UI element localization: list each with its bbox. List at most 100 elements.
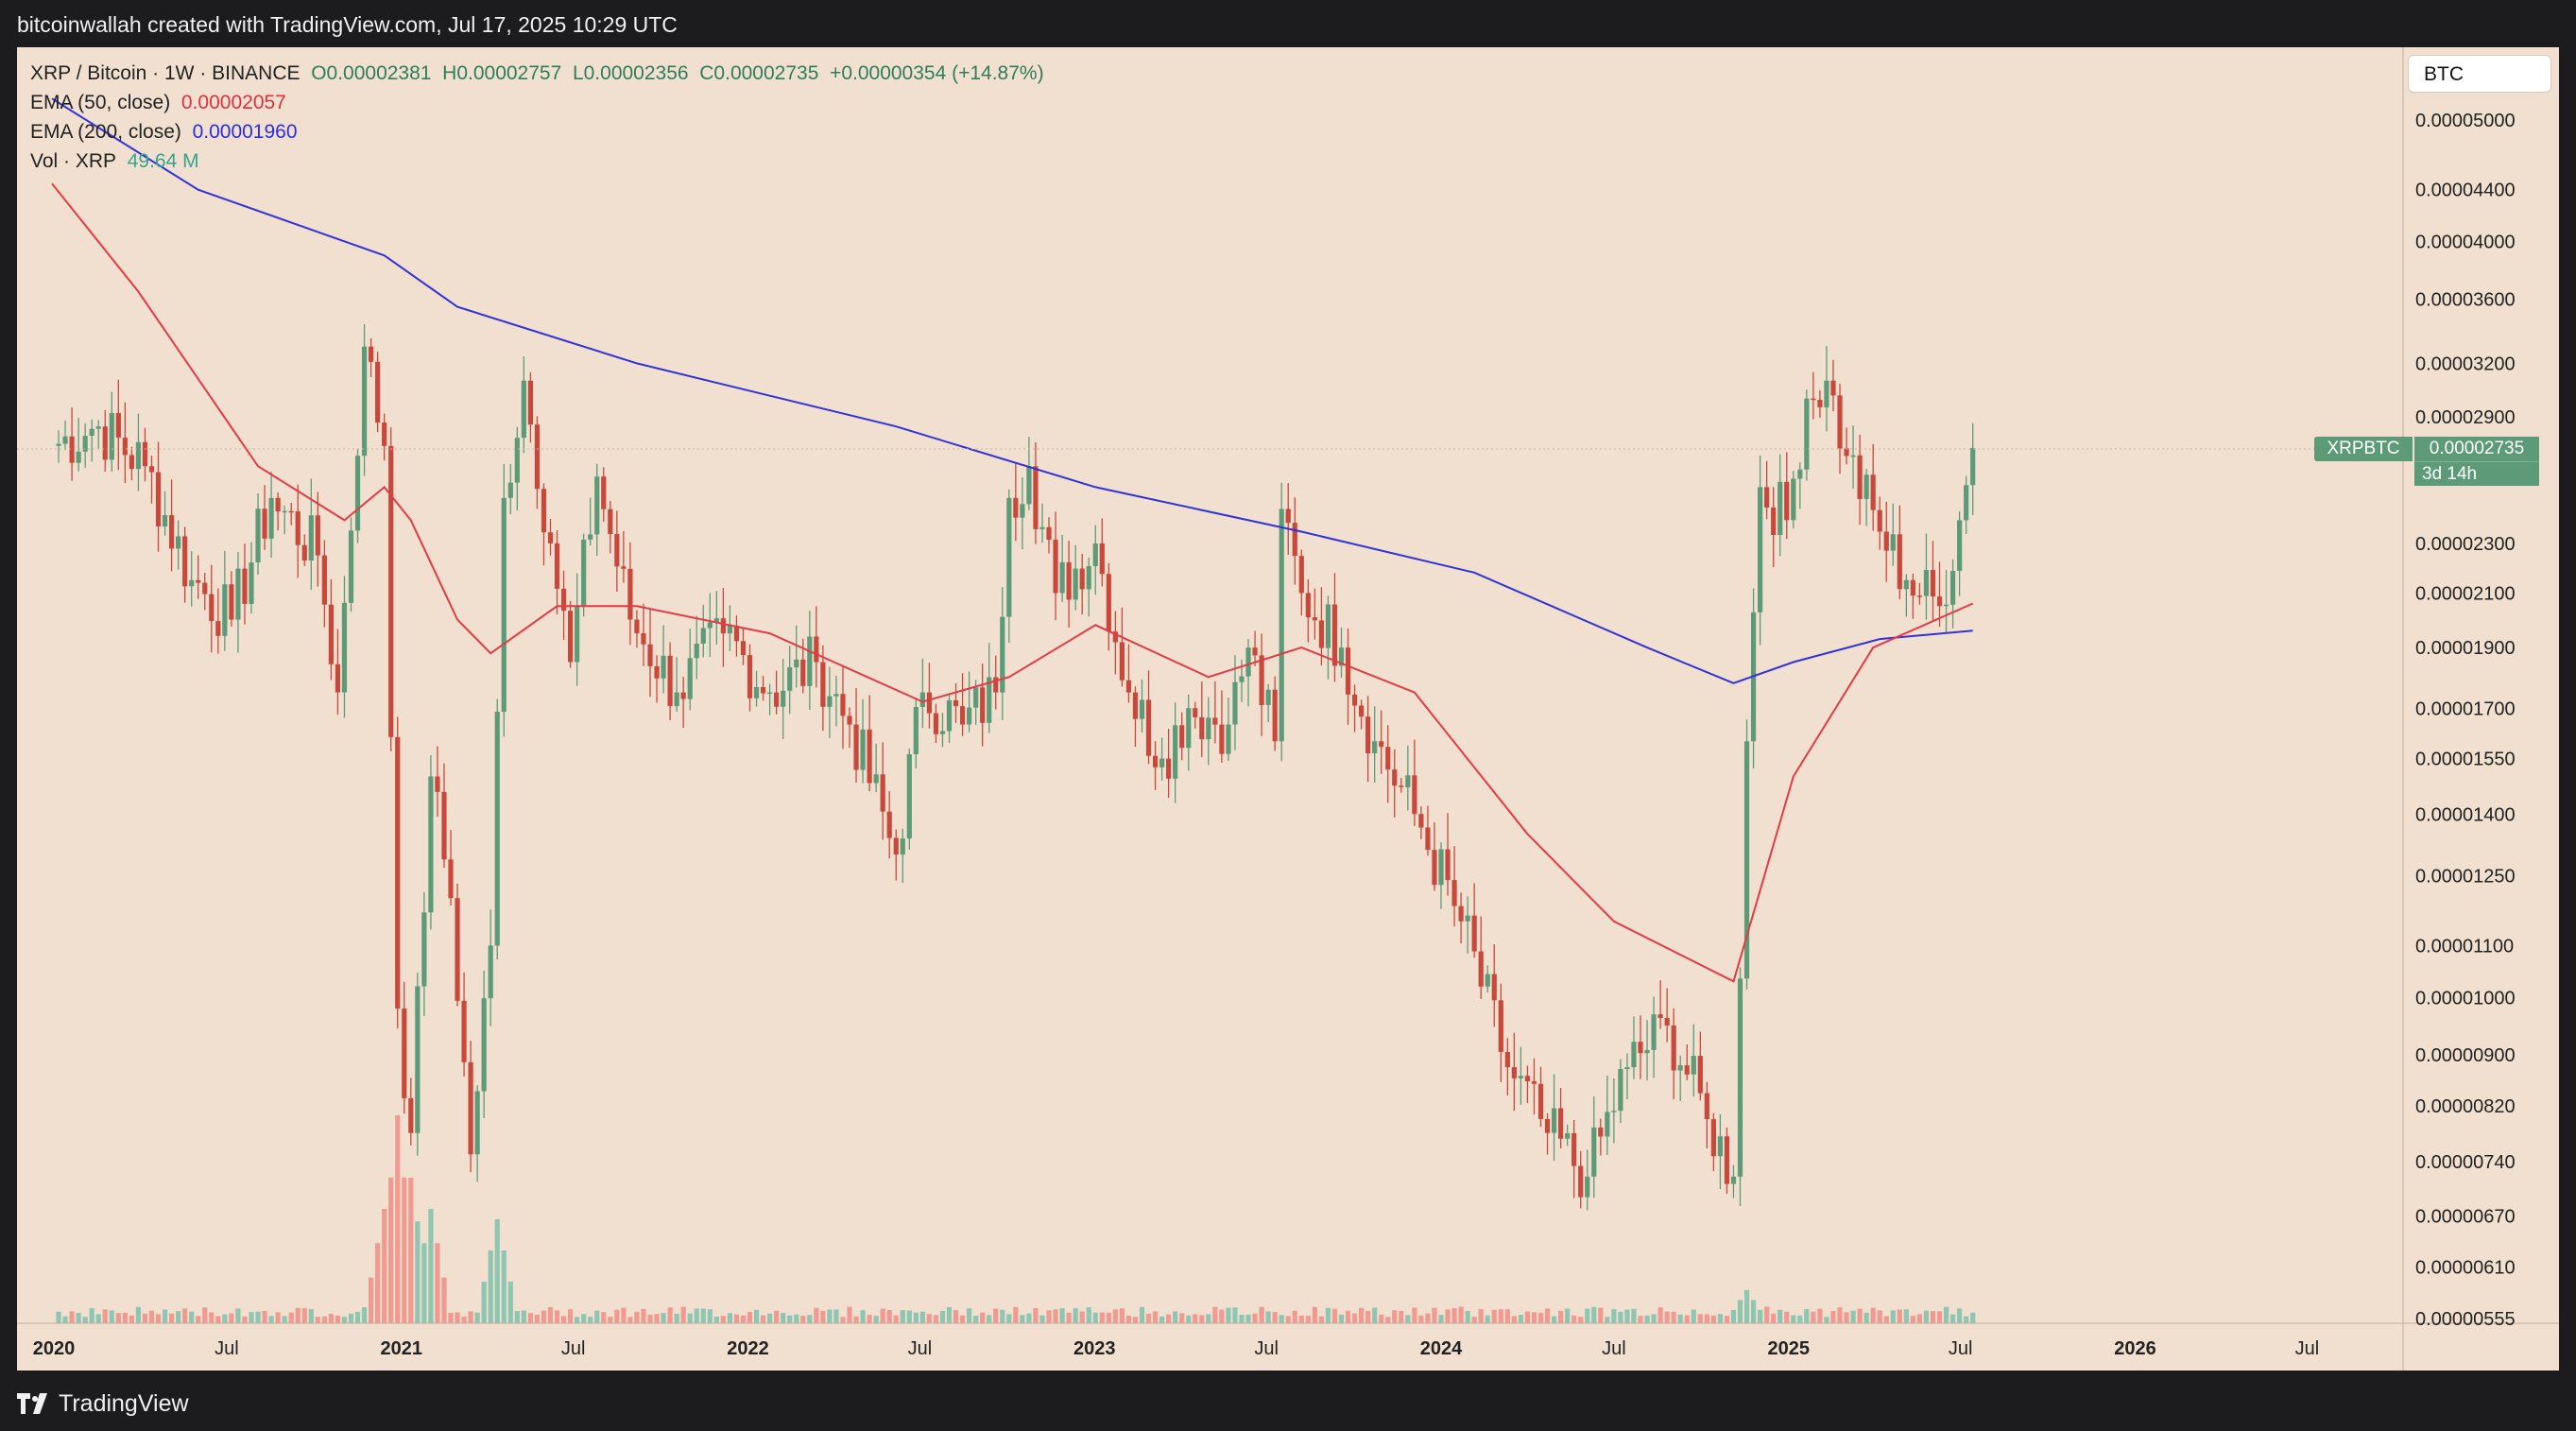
candle-up[interactable] [135,441,142,470]
candle-up[interactable] [1232,681,1238,725]
candle-down[interactable] [680,692,686,699]
candle-down[interactable] [886,811,892,838]
candle-down[interactable] [1193,708,1198,717]
candle-down[interactable] [1504,1051,1510,1068]
candle-down[interactable] [1524,1076,1531,1082]
candle-down[interactable] [1664,1017,1670,1026]
candle-down[interactable] [547,532,554,543]
candle-down[interactable] [1710,1119,1716,1157]
candle-down[interactable] [1053,539,1058,594]
candle-down[interactable] [959,706,966,725]
candle-up[interactable] [1372,741,1378,754]
candle-up[interactable] [833,694,839,697]
candle-up[interactable] [1964,485,1969,521]
candle-down[interactable] [1305,593,1311,618]
candle-down[interactable] [534,424,541,490]
candle-down[interactable] [880,774,885,812]
candle-down[interactable] [395,736,401,1009]
candle-down[interactable] [1471,915,1477,952]
candle-down[interactable] [196,579,201,583]
candle-up[interactable] [1591,1127,1597,1177]
candle-up[interactable] [494,712,500,946]
candle-down[interactable] [1844,448,1849,457]
candle-down[interactable] [388,445,394,737]
candle-down[interactable] [275,497,281,512]
candle-down[interactable] [760,686,766,694]
candle-down[interactable] [621,566,627,569]
candle-down[interactable] [1571,1132,1577,1166]
candle-down[interactable] [1046,526,1052,540]
candle-up[interactable] [1226,724,1231,754]
candle-up[interactable] [415,986,421,1133]
candle-down[interactable] [402,1009,407,1098]
candle-up[interactable] [222,584,228,636]
candle-up[interactable] [1957,520,1963,572]
candle-up[interactable] [1949,571,1956,605]
candle-up[interactable] [1206,717,1211,740]
candle-down[interactable] [1558,1108,1564,1139]
candle-up[interactable] [913,707,919,755]
candle-down[interactable] [1179,725,1185,749]
candle-down[interactable] [1392,769,1398,786]
candle-down[interactable] [288,510,294,513]
candle-up[interactable] [661,655,666,679]
candle-up[interactable] [1159,758,1165,767]
candle-down[interactable] [229,584,234,620]
candle-down[interactable] [1259,655,1264,705]
candle-down[interactable] [641,632,646,645]
candle-up[interactable] [428,776,434,913]
candle-up[interactable] [1730,1176,1737,1184]
candle-down[interactable] [1412,775,1417,815]
candle-down[interactable] [369,346,374,362]
legend-ema200-row[interactable]: EMA (200, close) 0.00001960 [30,117,1044,147]
candle-down[interactable] [1671,1025,1676,1071]
candle-down[interactable] [814,636,819,663]
candle-down[interactable] [1079,568,1085,590]
candle-up[interactable] [973,687,979,708]
candle-up[interactable] [282,510,287,513]
candle-down[interactable] [1385,747,1391,770]
candle-up[interactable] [62,436,68,444]
candle-down[interactable] [1379,741,1384,748]
candle-down[interactable] [1285,509,1291,524]
candle-up[interactable] [1265,689,1271,705]
candle-down[interactable] [335,664,341,693]
candle-down[interactable] [115,413,121,439]
candle-down[interactable] [1451,880,1457,906]
candle-up[interactable] [787,666,793,691]
candle-down[interactable] [1212,717,1218,725]
candle-up[interactable] [860,729,866,770]
candle-up[interactable] [1618,1069,1623,1112]
candle-down[interactable] [654,665,660,679]
candle-down[interactable] [667,655,673,707]
candle-down[interactable] [301,544,307,561]
candle-down[interactable] [820,662,826,707]
chart-frame[interactable] [17,47,2559,1371]
candle-up[interactable] [481,998,487,1092]
candle-down[interactable] [328,604,334,664]
candle-down[interactable] [1764,487,1770,508]
candle-up[interactable] [1651,1014,1657,1050]
candle-down[interactable] [601,476,607,509]
candle-up[interactable] [1279,509,1284,742]
candle-up[interactable] [581,539,587,607]
candle-down[interactable] [1099,543,1105,575]
candle-down[interactable] [1724,1136,1730,1184]
candle-down[interactable] [1033,466,1039,529]
candle-up[interactable] [354,456,361,531]
candle-down[interactable] [1537,1083,1544,1119]
candle-down[interactable] [1318,620,1324,648]
candle-down[interactable] [1870,474,1876,510]
candle-up[interactable] [1804,398,1810,470]
candle-up[interactable] [1611,1111,1617,1112]
candle-down[interactable] [747,655,753,698]
candle-up[interactable] [900,838,905,855]
candle-up[interactable] [1551,1108,1557,1133]
candle-down[interactable] [720,618,726,634]
candle-down[interactable] [800,659,806,686]
candle-down[interactable] [122,438,128,456]
candle-down[interactable] [209,594,215,622]
candle-down[interactable] [634,619,640,633]
candle-down[interactable] [1106,574,1111,632]
candle-down[interactable] [614,534,620,567]
